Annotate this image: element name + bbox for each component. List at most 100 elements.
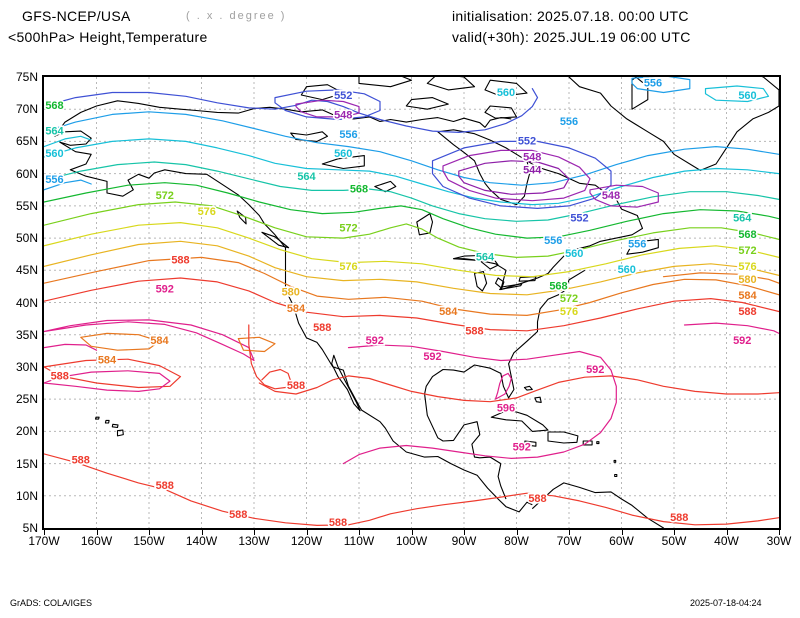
contour-plot-svg: 5685645605565525485565605645685725765605… <box>44 77 779 528</box>
contour-plot-area: 568 564 560 556 552 548 556 560 564 568 572 576 560 5… <box>42 75 781 530</box>
coastline <box>473 271 488 292</box>
contour-label: 560 <box>565 248 583 260</box>
contour-label: 560 <box>334 148 352 160</box>
contour-labels-layer: 5685645605565525485565605645685725765605… <box>44 77 759 528</box>
coastline <box>568 77 779 171</box>
contour-line <box>44 240 779 296</box>
contour-label: 564 <box>297 171 316 183</box>
contour-label: 588 <box>329 517 347 528</box>
contour-label: 588 <box>156 480 174 492</box>
x-axis-tick-mark <box>411 530 413 535</box>
x-axis-tick-label: 160W <box>80 534 113 548</box>
contour-line <box>258 375 779 403</box>
contour-line <box>44 358 182 389</box>
contour-line <box>44 222 779 278</box>
x-axis-tick-mark <box>569 530 570 535</box>
footer-timestamp: 2025-07-18-04:24 <box>690 598 762 608</box>
coastline <box>613 459 617 463</box>
contour-label: 592 <box>733 335 751 347</box>
contour-label: 560 <box>738 90 756 102</box>
coastline <box>490 410 549 432</box>
contour-line <box>44 161 779 222</box>
coastline <box>426 77 476 91</box>
contour-line <box>237 336 276 353</box>
contour-label: 584 <box>98 354 117 366</box>
contour-line <box>44 88 539 134</box>
contour-line <box>458 160 570 195</box>
coastline <box>424 269 586 500</box>
title-model: GFS-NCEP/USA <box>22 8 131 24</box>
coastline <box>531 482 665 528</box>
contour-label: 584 <box>150 335 169 347</box>
contour-label: 592 <box>156 284 174 296</box>
contour-label: 556 <box>339 129 357 141</box>
x-axis-tick-label: 50W <box>661 534 687 548</box>
y-axis-tick-label: 70N <box>15 102 38 117</box>
x-axis-tick-mark <box>516 530 518 535</box>
coastline <box>331 354 361 412</box>
contour-line <box>44 453 779 526</box>
coastline <box>94 416 100 420</box>
x-axis-tick-label: 90W <box>451 534 477 548</box>
x-axis-tick-mark <box>464 530 465 535</box>
contour-line <box>494 372 512 400</box>
coastline <box>452 254 499 270</box>
contour-label: 544 <box>523 164 542 176</box>
contour-label: 576 <box>738 261 756 273</box>
contour-label: 588 <box>465 325 483 337</box>
x-axis-tick-mark <box>149 530 150 535</box>
contour-label: 552 <box>518 135 536 147</box>
contour-label: 572 <box>156 190 174 202</box>
contour-label: 588 <box>528 493 546 505</box>
y-axis-tick-label: 55N <box>15 198 38 213</box>
contour-line <box>342 344 617 465</box>
coastline <box>236 210 247 225</box>
y-axis-tick-label: 25N <box>15 392 38 407</box>
coastline <box>374 180 397 193</box>
title-units-note: ( . x . degree ) <box>186 10 287 22</box>
contour-label: 568 <box>738 229 756 241</box>
contour-label: 592 <box>513 441 531 453</box>
y-axis-tick-label: 45N <box>15 263 38 278</box>
coastline <box>484 79 528 97</box>
contour-label: 588 <box>313 322 331 334</box>
x-axis-tick-label: 170W <box>28 534 60 548</box>
contour-label: 568 <box>549 280 567 292</box>
y-axis-tick-label: 5N <box>22 521 38 535</box>
x-axis-tick-mark <box>621 530 623 535</box>
contour-label: 556 <box>544 235 562 247</box>
y-axis-tick-label: 20N <box>15 424 38 439</box>
contour-label: 588 <box>171 255 189 267</box>
contour-line <box>44 111 779 186</box>
footer-credit: GrADS: COLA/IGES <box>10 598 93 608</box>
x-axis-tick-mark <box>779 530 780 535</box>
contour-label: 548 <box>602 190 620 202</box>
contour-label: 588 <box>670 512 688 524</box>
coastline <box>290 131 329 142</box>
x-axis-tick-mark <box>96 530 98 535</box>
coastline <box>104 419 110 424</box>
coastline <box>614 473 618 478</box>
y-axis-tick-label: 30N <box>15 359 38 374</box>
coastline <box>494 277 505 289</box>
contour-label: 564 <box>45 126 64 138</box>
contour-line <box>295 99 360 118</box>
contour-line <box>589 184 659 208</box>
contour-label: 548 <box>334 110 352 122</box>
coastline <box>547 431 579 444</box>
contour-line <box>80 332 161 351</box>
contour-label: 576 <box>339 261 357 273</box>
contour-label: 584 <box>439 306 458 318</box>
contour-label: 588 <box>229 509 247 521</box>
coastline <box>321 155 365 170</box>
x-axis-tick-label: 120W <box>290 534 323 548</box>
contour-label: 556 <box>628 238 646 250</box>
x-axis-tick-label: 100W <box>395 534 428 548</box>
contour-line <box>44 343 98 351</box>
contour-label: 588 <box>72 454 90 466</box>
contour-line <box>631 77 691 94</box>
y-axis-tick-label: 60N <box>15 166 38 181</box>
y-axis-tick-label: 15N <box>15 456 38 471</box>
coastline <box>499 283 523 291</box>
y-axis-tick-label: 65N <box>15 134 38 149</box>
